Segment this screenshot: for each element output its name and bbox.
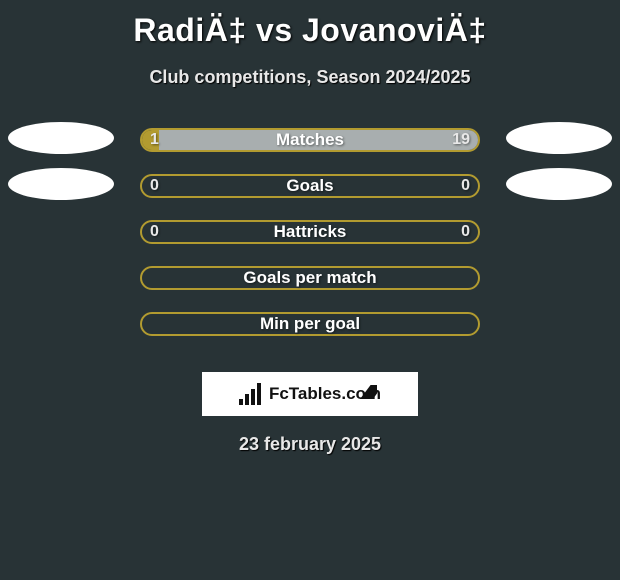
stat-bar bbox=[140, 266, 480, 290]
date-text: 23 february 2025 bbox=[0, 434, 620, 455]
stat-row: Hattricks00 bbox=[0, 220, 620, 266]
player-left-avatar bbox=[8, 122, 114, 154]
stat-value-right: 0 bbox=[461, 174, 470, 198]
player-left-avatar bbox=[8, 168, 114, 200]
stat-row: Goals per match bbox=[0, 266, 620, 312]
bar-chart-icon bbox=[239, 383, 265, 405]
stat-value-right: 19 bbox=[452, 128, 470, 152]
stat-row: Goals00 bbox=[0, 174, 620, 220]
player-right-avatar bbox=[506, 168, 612, 200]
stat-bar bbox=[140, 312, 480, 336]
stat-row: Min per goal bbox=[0, 312, 620, 358]
stat-row: Matches119 bbox=[0, 128, 620, 174]
stat-value-right: 0 bbox=[461, 220, 470, 244]
logo-box: FcTables.com bbox=[202, 372, 418, 416]
player-right-avatar bbox=[506, 122, 612, 154]
stat-value-left: 1 bbox=[150, 128, 159, 152]
stat-bar bbox=[140, 220, 480, 244]
stat-value-left: 0 bbox=[150, 174, 159, 198]
page-subtitle: Club competitions, Season 2024/2025 bbox=[0, 67, 620, 88]
stat-bar bbox=[140, 128, 480, 152]
stat-rows: Matches119Goals00Hattricks00Goals per ma… bbox=[0, 128, 620, 358]
page-title: RadiÄ‡ vs JovanoviÄ‡ bbox=[0, 0, 620, 49]
stat-value-left: 0 bbox=[150, 220, 159, 244]
stat-bar-right-fill bbox=[159, 130, 478, 150]
stat-bar bbox=[140, 174, 480, 198]
